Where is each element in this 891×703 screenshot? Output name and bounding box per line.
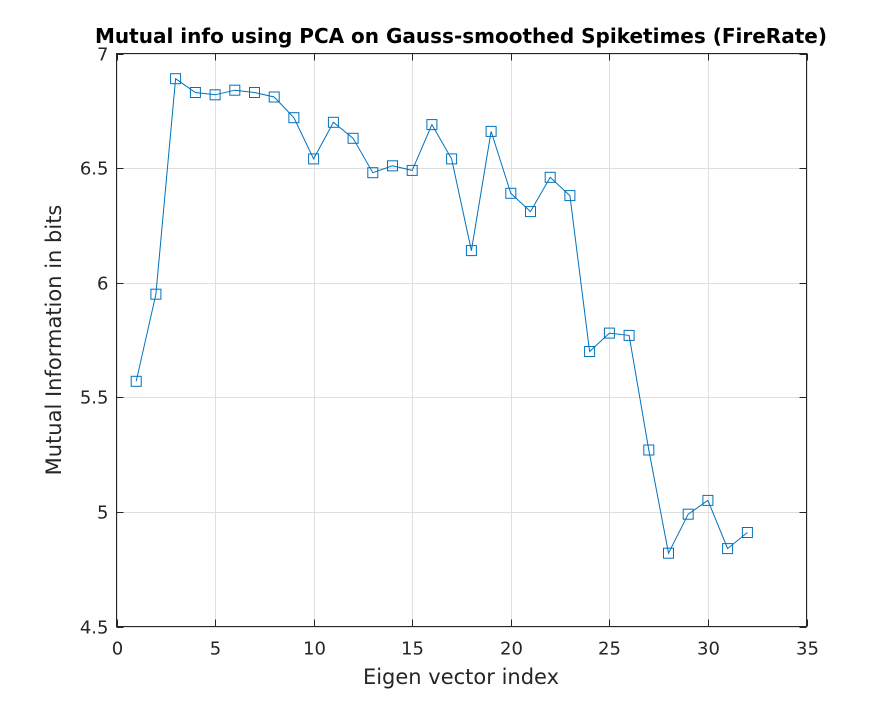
data-point-marker [367, 167, 379, 179]
tick-marks [116, 53, 808, 628]
data-point-marker [130, 375, 142, 387]
data-point-marker [387, 160, 398, 172]
axes-box [116, 53, 807, 627]
data-point-marker [663, 547, 674, 559]
data-point-marker [525, 206, 536, 218]
y-tick-label: 5.5 [80, 388, 109, 409]
data-point-marker [623, 329, 635, 341]
x-tick-label: 0 [112, 639, 123, 660]
chart-title: Mutual info using PCA on Gauss-smoothed … [95, 24, 827, 48]
series-line [135, 77, 748, 555]
x-tick-label: 10 [303, 639, 326, 660]
data-point-marker [741, 527, 753, 538]
x-tick-label: 25 [598, 639, 621, 660]
data-point-marker [446, 153, 458, 165]
data-point-marker [682, 508, 694, 520]
x-tick-label: 35 [796, 639, 819, 660]
data-point-marker [327, 116, 339, 128]
y-tick-label: 6 [97, 274, 108, 295]
data-point-marker [249, 87, 260, 98]
data-point-marker [603, 327, 615, 339]
grid [116, 53, 808, 628]
y-axis-label: Mutual Information in bits [42, 205, 66, 476]
data-point-marker [643, 444, 655, 456]
x-tick-label: 30 [697, 639, 720, 660]
data-point-marker [584, 346, 596, 357]
y-tick-labels: 4.5 5 5.5 6 6.5 7 [80, 45, 109, 639]
x-axis-label: Eigen vector index [363, 665, 559, 689]
data-point-marker [268, 91, 280, 103]
data-point-marker [347, 132, 359, 144]
y-tick-label: 7 [97, 45, 108, 66]
data-point-marker [406, 164, 418, 176]
data-point-marker [150, 288, 162, 300]
data-point-marker [485, 125, 497, 137]
data-point-marker [544, 171, 556, 183]
y-tick-label: 6.5 [80, 159, 109, 180]
data-point-marker [308, 153, 320, 165]
x-tick-label: 5 [210, 639, 221, 660]
data-point-marker [702, 494, 714, 506]
x-tick-labels: 0 5 10 15 20 25 30 35 [112, 639, 819, 660]
y-tick-label: 5 [97, 503, 108, 524]
data-point-marker [564, 190, 576, 202]
data-point-marker [288, 112, 300, 124]
series-mutual-information [130, 73, 753, 559]
data-point-marker [505, 187, 517, 199]
data-point-marker [229, 84, 241, 96]
x-tick-label: 15 [401, 639, 424, 660]
data-point-marker [426, 119, 438, 131]
data-point-marker [209, 89, 221, 101]
y-tick-label: 4.5 [80, 618, 109, 639]
data-point-marker [465, 245, 477, 257]
data-point-marker [189, 87, 201, 98]
data-point-marker [170, 73, 182, 85]
data-point-marker [722, 543, 734, 555]
x-tick-label: 20 [500, 639, 523, 660]
